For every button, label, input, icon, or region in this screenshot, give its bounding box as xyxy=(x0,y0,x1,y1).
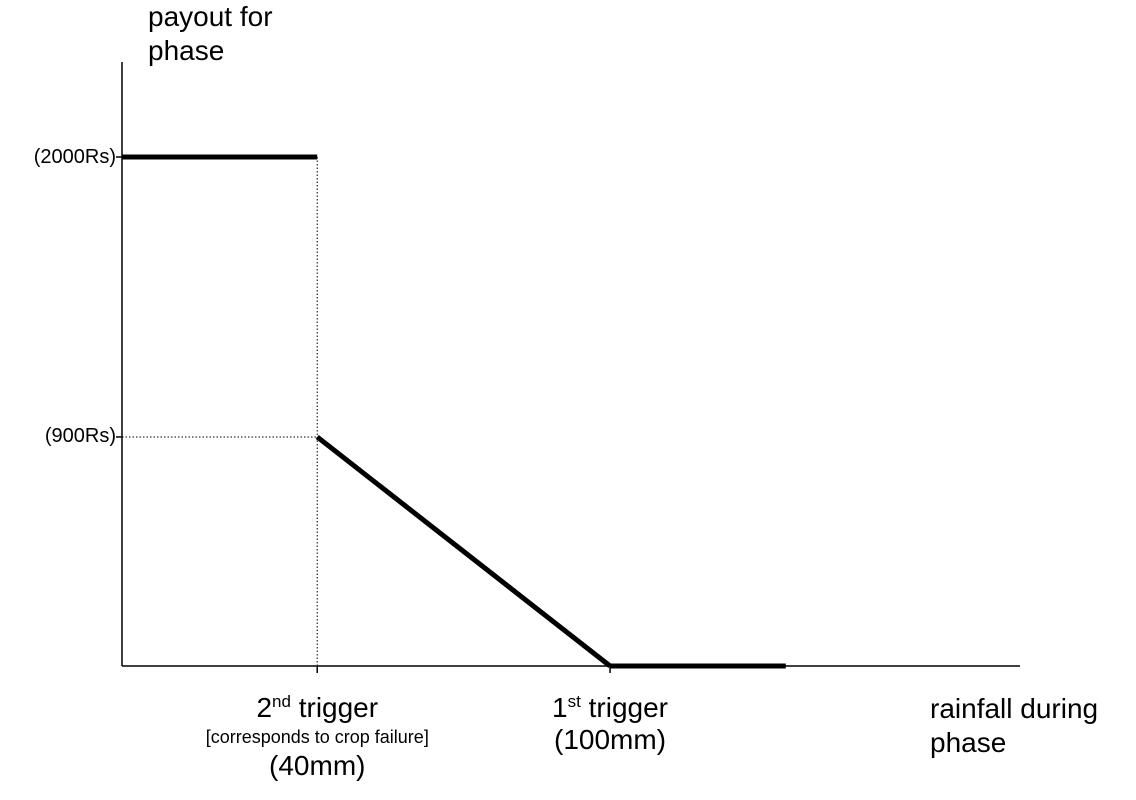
second-trigger-ordinal-suffix: nd xyxy=(272,692,291,711)
x-axis-label: rainfall during phase xyxy=(930,692,1098,760)
first-trigger-value: (100mm) xyxy=(554,724,667,755)
payout-series xyxy=(122,154,786,669)
tick-marks xyxy=(116,156,611,673)
second-trigger-note: [corresponds to crop failure] xyxy=(205,727,429,747)
y-tick-label-900: (900Rs) xyxy=(44,425,116,448)
y-axis-label: payout for phase xyxy=(148,0,273,68)
second-trigger-word: trigger xyxy=(290,692,379,723)
second-trigger-title: 2nd trigger xyxy=(206,692,429,724)
y-tick-label-2000: (2000Rs) xyxy=(33,145,116,168)
first-trigger-ordinal: 1 xyxy=(552,692,568,723)
x-axis-label-line-2: phase xyxy=(930,727,1007,758)
guide-lines xyxy=(122,157,318,666)
payout-segment-2 xyxy=(315,434,612,668)
x-tick-label-first-trigger: 1st trigger (100mm) xyxy=(552,692,668,756)
second-trigger-ordinal: 2 xyxy=(256,692,273,723)
x-tick-label-second-trigger: 2nd trigger [corresponds to crop failure… xyxy=(206,692,429,782)
second-trigger-value: (40mm) xyxy=(269,750,366,781)
first-trigger-ordinal-suffix: st xyxy=(567,692,581,711)
x-axis-label-line-1: rainfall during xyxy=(930,693,1099,724)
first-trigger-title: 1st trigger xyxy=(552,692,668,724)
y-axis-label-line-2: phase xyxy=(148,35,225,66)
first-trigger-word: trigger xyxy=(580,692,668,723)
y-axis-label-line-1: payout for xyxy=(148,1,273,32)
